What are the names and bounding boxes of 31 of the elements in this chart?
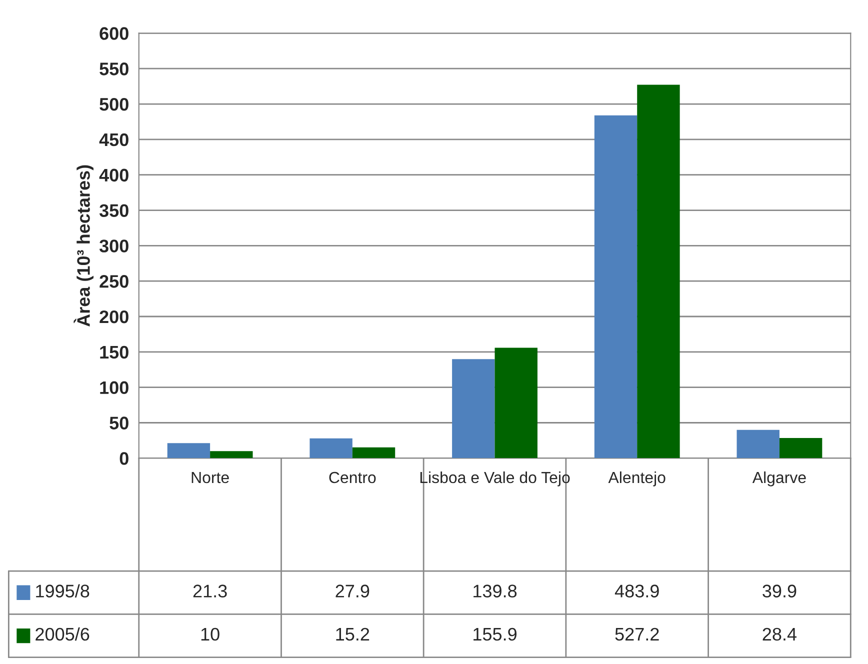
y-tick-label: 250 — [100, 275, 128, 288]
x-tick-label: Lisboa e Vale do Tejo — [420, 471, 570, 486]
data-label: 28.4 — [762, 628, 797, 641]
y-tick-label: 50 — [110, 416, 128, 430]
data-label: 527.2 — [615, 628, 659, 641]
x-tick-label: Centro — [329, 472, 376, 484]
data-label: 139.8 — [474, 584, 517, 598]
data-label: 10 — [201, 628, 220, 641]
y-tick-label: 450 — [99, 133, 128, 146]
y-tick-label: 350 — [99, 204, 128, 218]
y-tick-label: 600 — [100, 27, 128, 40]
y-axis-title: Àrea (10³ hectares) — [74, 165, 94, 327]
y-tick-label: 150 — [100, 346, 128, 359]
y-tick-label: 200 — [100, 310, 128, 324]
data-label: 483.9 — [614, 584, 659, 598]
data-label: 39.9 — [762, 584, 796, 598]
data-label: 21.3 — [193, 584, 227, 598]
data-label: 15.2 — [336, 628, 370, 641]
data-label: 155.9 — [474, 628, 516, 641]
y-tick-label: 550 — [100, 62, 128, 76]
data-label: 27.9 — [336, 584, 370, 598]
x-tick-label: Algarve — [752, 471, 806, 486]
y-tick-label: 0 — [120, 452, 128, 465]
y-tick-label: 300 — [99, 240, 128, 252]
x-tick-label: Norte — [192, 472, 229, 484]
legend-label: 2005/6 — [36, 627, 90, 641]
y-tick-label: 400 — [99, 168, 128, 182]
x-tick-label: Alentejo — [608, 471, 666, 486]
y-tick-label: 500 — [100, 98, 128, 111]
legend-label: 1995/8 — [36, 584, 90, 598]
y-tick-label: 100 — [100, 381, 128, 394]
